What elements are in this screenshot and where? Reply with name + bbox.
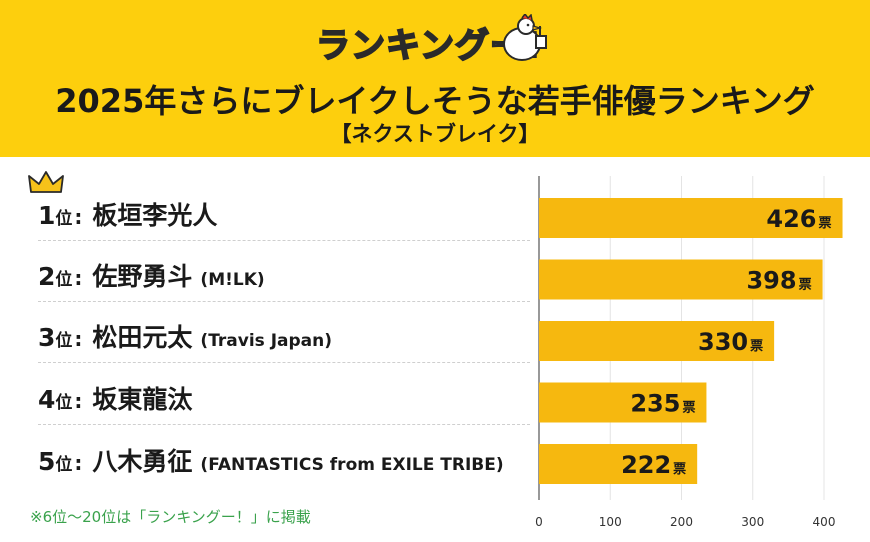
bar-value-unit: 票 — [819, 215, 832, 231]
x-tick-label: 200 — [670, 515, 693, 529]
rank-unit: 位 — [55, 270, 73, 290]
x-tick-label: 300 — [741, 515, 764, 529]
rank-unit: 位 — [55, 393, 73, 413]
ranking-row-5: 5 位 : 八木勇征 (FANTASTICS from EXILE TRIBE) — [38, 442, 504, 482]
bar-松田元太 — [539, 321, 775, 361]
x-tick-label: 0 — [535, 515, 543, 529]
header-banner: ランキングー! 2025年さらにブレイクしそうな若手俳優ランキング 【ネクストブ… — [0, 0, 870, 157]
rank-unit: 位 — [55, 455, 73, 475]
site-logo[interactable]: ランキングー! — [315, 12, 556, 67]
rooster-thumbs-up-icon — [503, 14, 547, 61]
page-title: 2025年さらにブレイクしそうな若手俳優ランキング — [55, 82, 815, 120]
rank-colon: : — [74, 389, 83, 413]
x-tick-label: 100 — [599, 515, 622, 529]
rank-number: 1 — [38, 201, 56, 230]
actor-name: 板垣李光人 — [92, 201, 218, 230]
bar-value-label: 235 — [630, 390, 680, 418]
bar-八木勇征 — [539, 444, 698, 484]
actor-group: (FANTASTICS from EXILE TRIBE) — [200, 455, 504, 475]
rank-number: 4 — [38, 385, 56, 414]
row-divider — [38, 424, 530, 425]
bar-value-unit: 票 — [750, 338, 763, 354]
actor-group: (Travis Japan) — [200, 331, 333, 351]
rank-unit: 位 — [55, 209, 73, 229]
x-tick-label: 400 — [813, 515, 836, 529]
bar-佐野勇斗 — [539, 259, 823, 300]
actor-name: 佐野勇斗 — [92, 262, 193, 291]
actor-name: 八木勇征 — [92, 447, 193, 476]
bar-value-label: 222 — [621, 451, 671, 479]
rank-number: 3 — [38, 323, 56, 352]
rank-number: 5 — [38, 447, 56, 476]
bar-value-label: 330 — [698, 328, 748, 356]
row-divider — [38, 301, 530, 302]
ranking-row-3: 3 位 : 松田元太 (Travis Japan) — [38, 318, 332, 358]
ranking-row-1: 1 位 : 板垣李光人 — [38, 196, 225, 236]
rank-colon: : — [74, 327, 83, 351]
crown-icon — [28, 171, 64, 193]
bar-value-unit: 票 — [799, 277, 812, 293]
row-divider — [38, 240, 530, 241]
bar-value-label: 426 — [766, 205, 816, 233]
bar-坂東龍汰 — [539, 382, 707, 423]
actor-name: 坂東龍汰 — [92, 385, 193, 414]
bar-板垣李光人 — [539, 198, 843, 238]
rank-colon: : — [74, 205, 83, 229]
page-subtitle: 【ネクストブレイク】 — [330, 122, 540, 146]
rank-colon: : — [74, 451, 83, 475]
actor-group: (M!LK) — [200, 270, 265, 290]
bar-value-unit: 票 — [673, 461, 686, 477]
footnote[interactable]: ※6位〜20位は「ランキングー！」に掲載 — [30, 508, 311, 526]
ranking-row-2: 2 位 : 佐野勇斗 (M!LK) — [38, 257, 265, 297]
rank-colon: : — [74, 266, 83, 290]
bar-value-unit: 票 — [682, 400, 695, 416]
bar-value-label: 398 — [746, 267, 796, 295]
actor-name: 松田元太 — [92, 323, 193, 352]
rank-unit: 位 — [55, 331, 73, 351]
row-divider — [38, 362, 530, 363]
ranking-row-4: 4 位 : 坂東龍汰 — [38, 380, 200, 420]
rank-number: 2 — [38, 262, 56, 291]
